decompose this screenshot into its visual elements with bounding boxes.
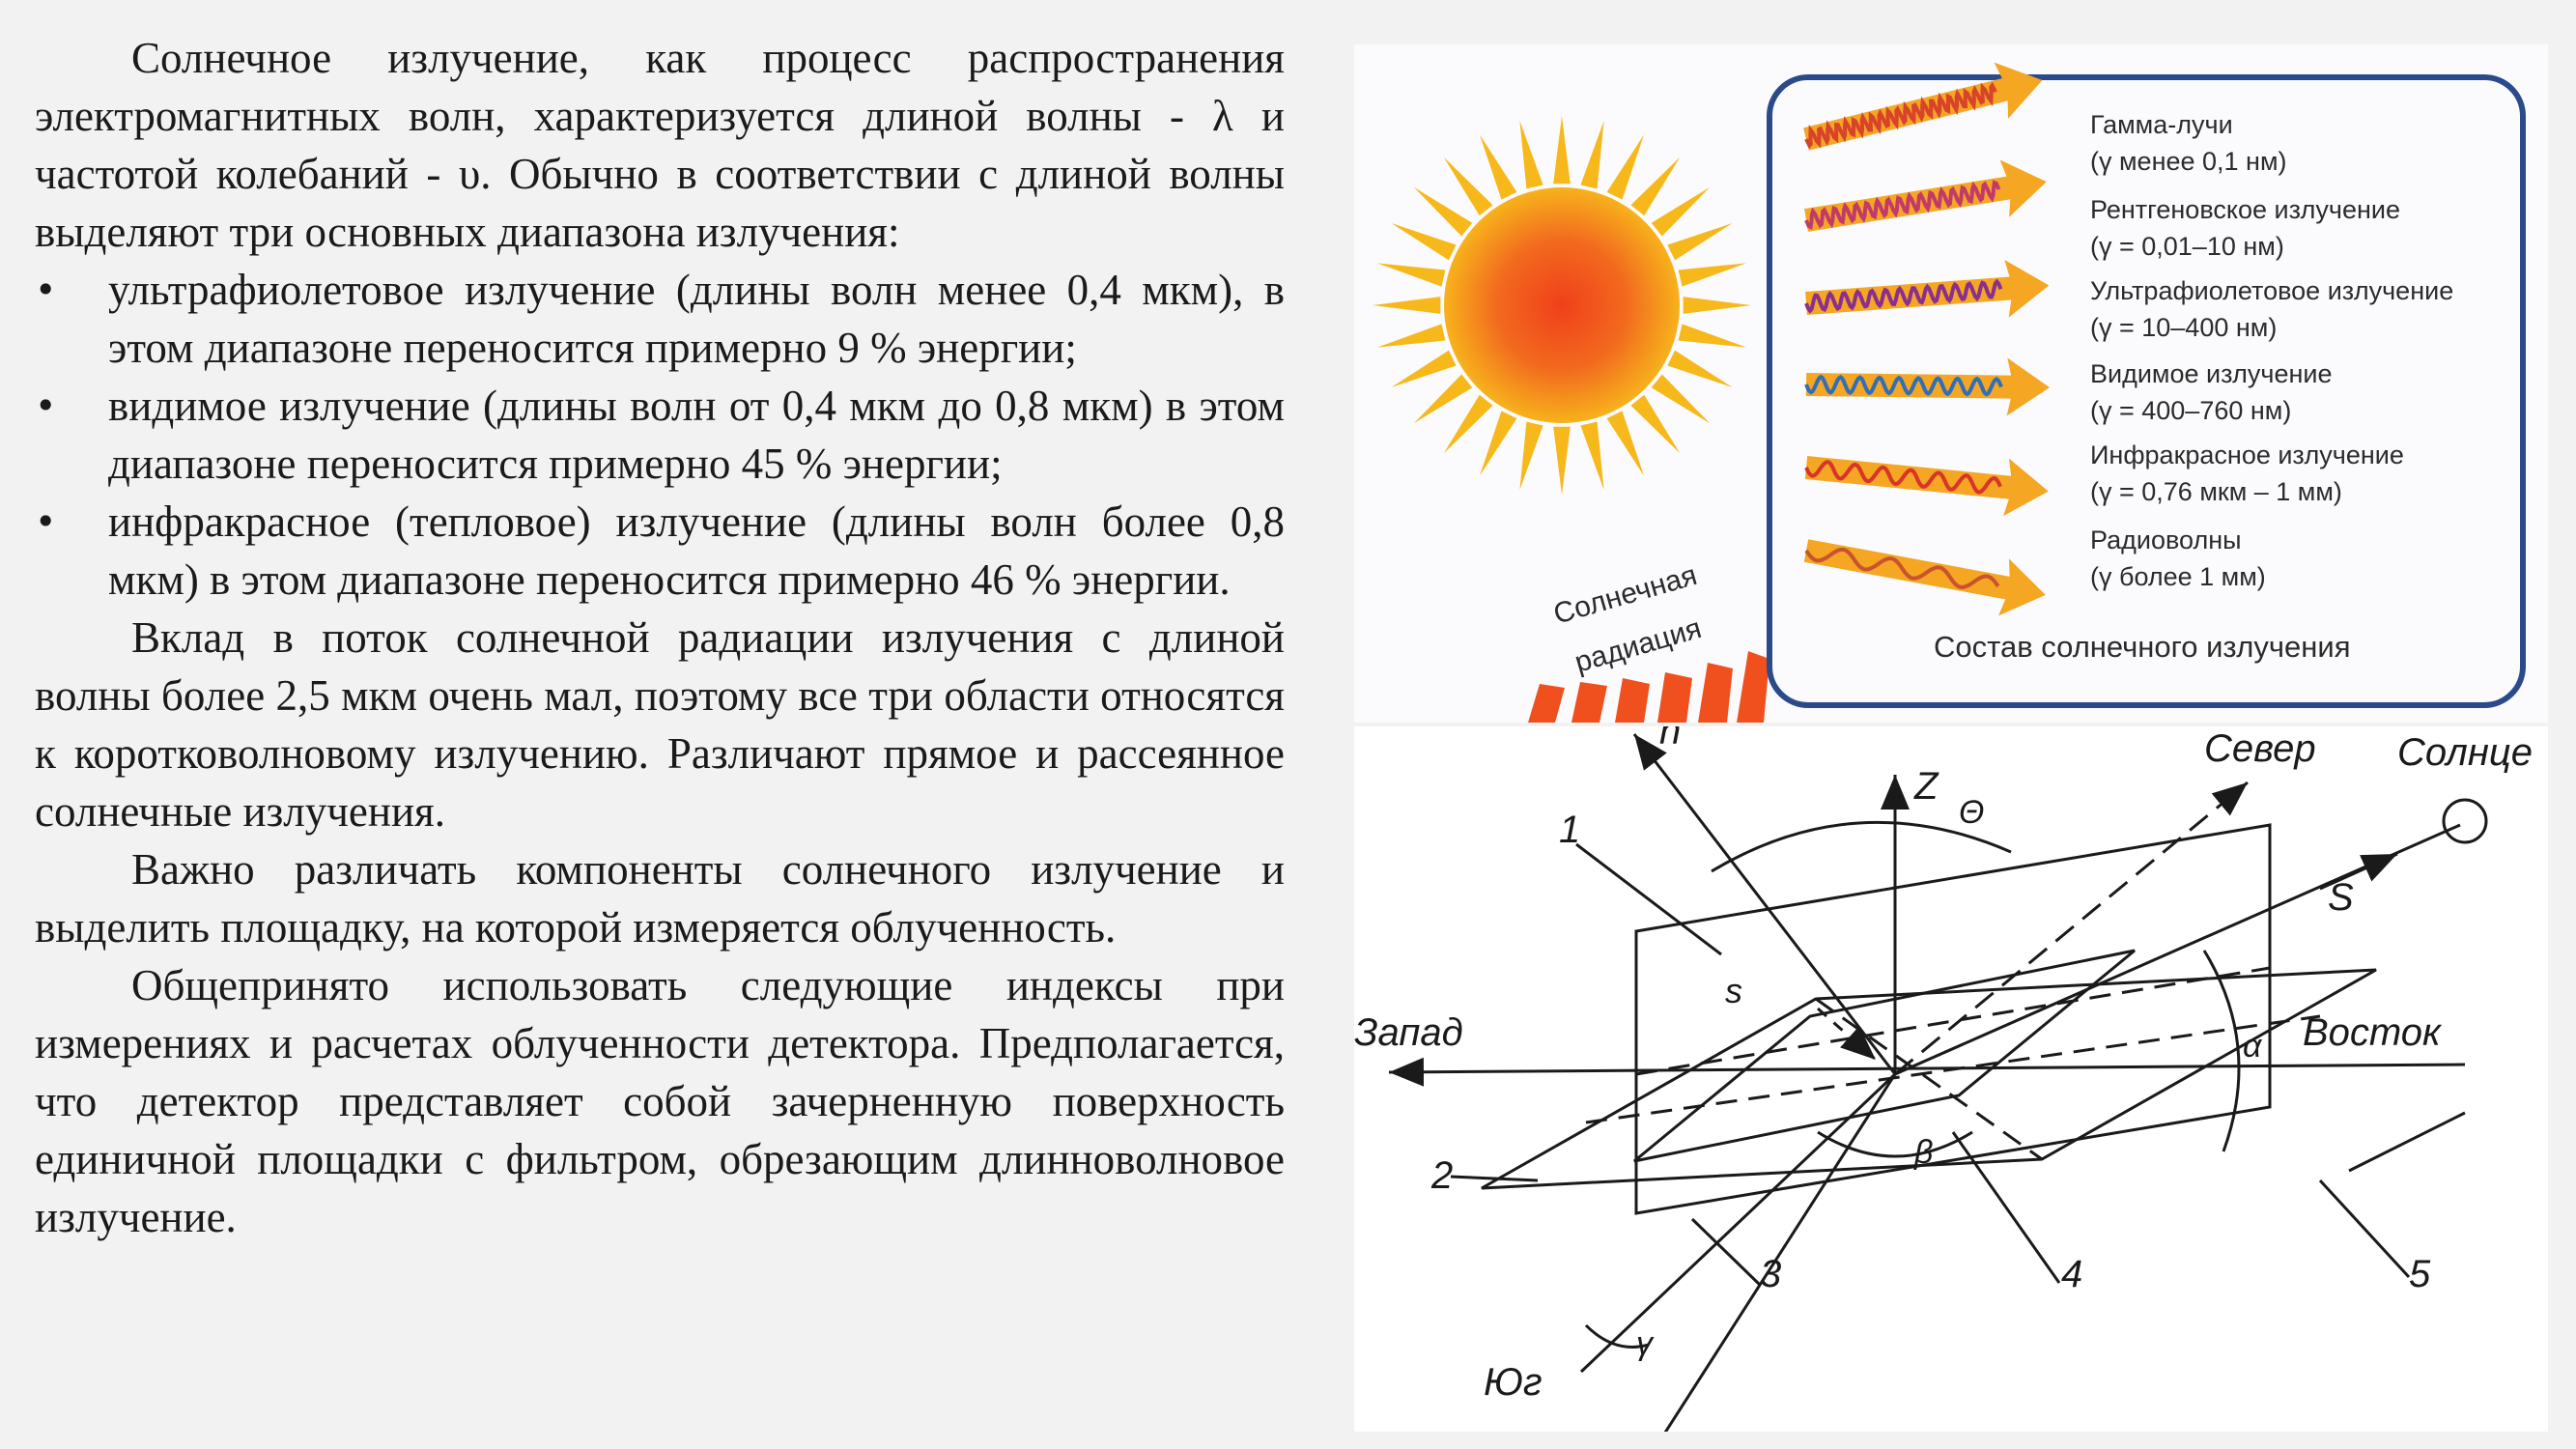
band-arrow-body (1803, 62, 2043, 151)
band-arrow-body (1804, 159, 2047, 232)
band-range-2: (γ = 10–400 нм) (2090, 313, 2277, 342)
band-range-0: (γ менее 0,1 нм) (2090, 147, 2287, 176)
sun-ray (1606, 411, 1645, 476)
sun-ray (1391, 222, 1457, 261)
label-num-1: 1 (1559, 809, 1580, 851)
sun-ray (1630, 156, 1681, 216)
paragraph-intro: Солнечное излучение, как процесс распрос… (35, 34, 1285, 256)
label-num-2: 2 (1430, 1154, 1453, 1197)
label-alpha: α (2243, 1028, 2263, 1065)
band-arrow (1804, 259, 2050, 318)
sun-ray (1519, 421, 1543, 491)
sun-ray (1519, 120, 1543, 189)
label-theta: Θ (1959, 794, 1984, 831)
sun-ray (1683, 297, 1751, 314)
sun-ray (1413, 374, 1473, 424)
sun-ray (1667, 350, 1733, 388)
sun-ray (1373, 297, 1441, 314)
band-name-2: Ультрафиолетовое излучение (2090, 276, 2453, 305)
solar-spectrum-svg: Солнечная радиация Гамма-лучи (γ менее 0… (1373, 62, 2526, 723)
label-z: Z (1913, 765, 1939, 808)
sun-label-2: радиация (1571, 612, 1705, 679)
band-arrow (1804, 159, 2047, 232)
label-n: n (1659, 726, 1681, 753)
sun-ray (1553, 116, 1571, 185)
sun-icon (1444, 187, 1680, 423)
label-num-3: 3 (1760, 1253, 1781, 1295)
band-name-4: Инфракрасное излучение (2090, 440, 2404, 469)
band-wave (1804, 460, 2002, 495)
band-wave (1804, 374, 2003, 397)
sun-ray (1606, 134, 1645, 200)
label-north: Север (2204, 727, 2316, 770)
band-wave (1804, 278, 2003, 314)
band-range-3: (γ = 400–760 нм) (2090, 396, 2291, 425)
sun-ray (1678, 263, 1747, 287)
geometry-svg: n Z Θ Север Солнце S s Запад Восток α β … (1354, 710, 2533, 1436)
sun-ray (1651, 186, 1711, 237)
band-arrows (1803, 62, 2050, 616)
band-wave (1804, 180, 2001, 230)
geometry-labels: n Z Θ Север Солнце S s Запад Восток α β … (1354, 710, 2533, 1404)
band-arrow-body (1805, 357, 2050, 416)
band-arrow (1803, 62, 2043, 151)
label-west: Запад (1354, 1011, 1463, 1054)
label-num-4: 4 (2061, 1253, 2082, 1295)
band-arrow (1804, 456, 2049, 517)
paragraph-components: Важно различать компоненты солнечного из… (35, 845, 1285, 952)
sun-ray (1413, 186, 1473, 237)
band-arrow (1804, 357, 2050, 416)
sun-ray (1479, 134, 1517, 200)
band-name-1: Рентгеновское излучение (2090, 195, 2400, 224)
sun-ray (1630, 394, 1681, 454)
band-wave (1804, 547, 2000, 589)
sun-ray (1651, 374, 1711, 424)
band-arrow-body (1803, 539, 2046, 616)
label-east: Восток (2303, 1011, 2443, 1054)
label-south: Юг (1484, 1361, 1543, 1404)
band-name-0: Гамма-лучи (2090, 110, 2233, 139)
band-labels: Гамма-лучи (γ менее 0,1 нм) Рентгеновско… (2090, 110, 2453, 591)
label-s-upper: S (2328, 876, 2354, 919)
sun-ray (1376, 263, 1446, 287)
radiation-stripes (1528, 651, 1769, 723)
bullet-infrared: инфракрасное (тепловое) излучение (длины… (35, 493, 1285, 609)
paragraph-contribution: Вклад в поток солнечной радиации излучен… (35, 613, 1285, 836)
solar-spectrum-figure: Солнечная радиация Гамма-лучи (γ менее 0… (1354, 44, 2548, 723)
sun-ray (1443, 394, 1493, 454)
band-range-1: (γ = 0,01–10 нм) (2090, 232, 2284, 261)
band-range-5: (γ более 1 мм) (2090, 562, 2266, 591)
label-sun: Солнце (2397, 731, 2533, 774)
label-num-5: 5 (2409, 1253, 2431, 1295)
label-beta: β (1913, 1134, 1933, 1171)
bullet-visible: видимое излучение (длины волн от 0,4 мкм… (35, 377, 1285, 493)
spectrum-frame (1767, 74, 2526, 708)
sun-ray (1678, 324, 1747, 348)
band-name-3: Видимое излучение (2090, 359, 2333, 388)
label-s-lower: s (1725, 971, 1742, 1010)
sun-ray (1667, 222, 1733, 261)
paragraph-indexes: Общепринято использовать следующие индек… (35, 961, 1285, 1241)
sun-ray (1376, 324, 1446, 348)
band-range-4: (γ = 0,76 мкм – 1 мм) (2090, 477, 2342, 506)
spectrum-caption: Состав солнечного излучения (1934, 630, 2351, 664)
band-name-5: Радиоволны (2090, 526, 2242, 554)
sun-rays (1373, 116, 1751, 495)
band-arrow (1803, 539, 2046, 616)
sun-ray (1391, 350, 1457, 388)
text-column: Солнечное излучение, как процесс распрос… (35, 29, 1285, 1246)
sun-ray (1580, 421, 1604, 491)
sun-ray (1580, 120, 1604, 189)
sun-ray (1479, 411, 1517, 476)
sun-ray (1553, 426, 1571, 495)
bullet-list: ультрафиолетовое излучение (длины волн м… (35, 261, 1285, 609)
label-gamma: γ (1636, 1325, 1655, 1362)
geometry-figure: n Z Θ Север Солнце S s Запад Восток α β … (1354, 710, 2548, 1436)
band-wave (1804, 81, 1997, 150)
geometry-lines (1388, 733, 2488, 1436)
sun-ray (1443, 156, 1493, 216)
bullet-uv: ультрафиолетовое излучение (длины волн м… (35, 261, 1285, 377)
